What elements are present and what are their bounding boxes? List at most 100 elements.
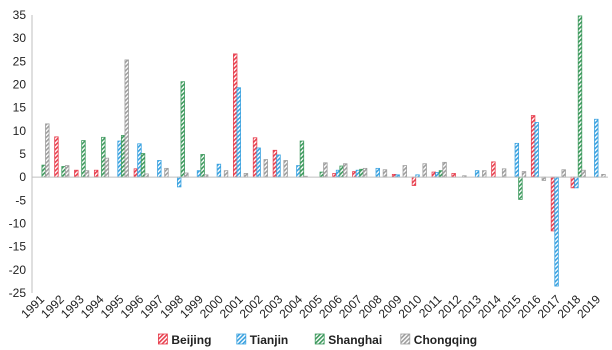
bar-tianjin-2018	[574, 176, 579, 189]
bar-shanghai-2007	[359, 168, 364, 178]
bar-beijing-2006	[332, 173, 337, 178]
bar-beijing-1996	[133, 168, 139, 178]
bar-chongqing-2014	[501, 168, 507, 178]
bar-shanghai-2011	[438, 170, 444, 178]
bar-shanghai-1999	[200, 154, 205, 178]
bar-tianjin-2002	[256, 147, 261, 178]
y-tick-label: -25	[9, 286, 27, 300]
bar-chongqing-2009	[402, 165, 407, 178]
bar-tianjin-2007	[355, 169, 361, 178]
bar-tianjin-2013	[474, 170, 480, 178]
bar-beijing-2012	[451, 173, 456, 178]
y-tick-label: -20	[9, 263, 27, 277]
bar-chongqing-2002	[263, 159, 268, 178]
bar-chongqing-1997	[164, 167, 169, 178]
y-tick-label: 20	[13, 78, 27, 92]
bar-chongqing-2005	[323, 162, 328, 178]
bar-tianjin-2016	[534, 122, 539, 178]
y-axis: -25 -20 -15 -10 -5 0 5 10 15 20 25 30 35	[9, 8, 27, 300]
bar-beijing-2014	[491, 161, 496, 178]
legend-label-beijing: Beijing	[171, 333, 211, 347]
bar-shanghai-1994	[101, 136, 106, 178]
bar-chongqing-2003	[283, 160, 288, 178]
bar-beijing-2002	[252, 137, 258, 178]
y-tick-label: 25	[13, 54, 27, 68]
bar-chongqing-2018	[581, 169, 586, 178]
bar-tianjin-2015	[514, 142, 520, 178]
y-tick-label: 5	[19, 147, 26, 161]
legend: Beijing Tianjin Shanghai Chongqing	[157, 333, 477, 347]
x-axis: 1991199219931994199519961997199819992000…	[18, 292, 603, 321]
bar-tianjin-1997	[157, 160, 162, 178]
bar-chongqing-1994	[104, 157, 110, 178]
bar-tianjin-2000	[216, 163, 222, 178]
bar-shanghai-1995	[120, 135, 126, 178]
bar-shanghai-1998	[180, 81, 185, 178]
bar-chongqing-2008	[382, 169, 388, 178]
bar-beijing-2010	[411, 176, 417, 186]
bar-beijing-2011	[431, 171, 436, 178]
bar-chongqing-2017	[561, 169, 566, 178]
bar-tianjin-1996	[137, 143, 142, 178]
bar-chongqing-1991	[45, 123, 50, 178]
bar-tianjin-1998	[176, 176, 182, 188]
bar-shanghai-1993	[81, 140, 86, 178]
bar-shanghai-1992	[61, 166, 66, 178]
bar-chongqing-1995	[124, 59, 129, 178]
legend-swatch-shanghai	[314, 333, 325, 345]
bar-chongqing-2001	[243, 173, 249, 178]
bar-chongqing-2013	[482, 170, 487, 178]
legend-swatch-beijing	[157, 333, 168, 345]
y-tick-label: 35	[13, 8, 27, 22]
legend-label-shanghai: Shanghai	[328, 333, 382, 347]
bar-chongqing-1998	[184, 172, 189, 178]
bar-shanghai-2004	[299, 140, 305, 178]
bar-chongqing-2000	[223, 170, 229, 178]
bar-tianjin-2004	[296, 165, 301, 178]
bar-chongqing-1992	[64, 165, 70, 178]
y-tick-label: -5	[15, 193, 26, 207]
bar-shanghai-2015	[518, 176, 523, 200]
bar-chongqing-2015	[521, 171, 527, 178]
bar-beijing-2017	[550, 176, 556, 232]
bar-beijing-2001	[232, 53, 238, 178]
y-tick-label: 0	[19, 170, 26, 184]
bar-tianjin-2017	[554, 176, 559, 287]
bar-shanghai-2018	[577, 15, 583, 178]
bar-beijing-2003	[272, 149, 278, 178]
bar-shanghai-2006	[339, 165, 344, 178]
bar-chongqing-2007	[362, 167, 368, 178]
bar-chongqing-2011	[442, 161, 447, 178]
bar-beijing-1994	[93, 169, 99, 178]
legend-label-tianjin: Tianjin	[250, 333, 288, 347]
legend-swatch-chongqing	[400, 333, 411, 345]
bar-beijing-1993	[74, 169, 79, 178]
bars	[41, 15, 606, 287]
bar-beijing-2016	[530, 115, 536, 178]
bar-chongqing-2010	[422, 163, 427, 178]
bar-tianjin-2008	[375, 167, 380, 178]
legend-swatch-tianjin	[236, 333, 247, 345]
y-tick-label: 30	[13, 31, 27, 45]
x-tick-label: 2019	[574, 292, 603, 321]
y-tick-label: -10	[9, 217, 27, 231]
bar-tianjin-2003	[276, 154, 281, 178]
y-tick-label: 10	[13, 124, 27, 138]
bar-beijing-2007	[352, 171, 357, 178]
bar-tianjin-2019	[594, 118, 599, 178]
bar-chongqing-2006	[343, 163, 348, 178]
bar-beijing-2018	[570, 176, 576, 189]
bar-tianjin-1999	[196, 170, 202, 178]
bar-shanghai-1991	[41, 164, 46, 178]
bar-shanghai-1996	[140, 153, 146, 178]
bar-tianjin-2011	[435, 172, 440, 178]
bar-tianjin-1995	[117, 140, 122, 178]
bar-tianjin-2006	[335, 169, 341, 178]
legend-label-chongqing: Chongqing	[414, 333, 477, 347]
bar-shanghai-2005	[319, 171, 324, 178]
bar-beijing-1992	[54, 136, 59, 178]
bar-chongqing-1993	[84, 170, 90, 178]
y-tick-label: 15	[13, 101, 27, 115]
bar-tianjin-2001	[236, 87, 241, 178]
